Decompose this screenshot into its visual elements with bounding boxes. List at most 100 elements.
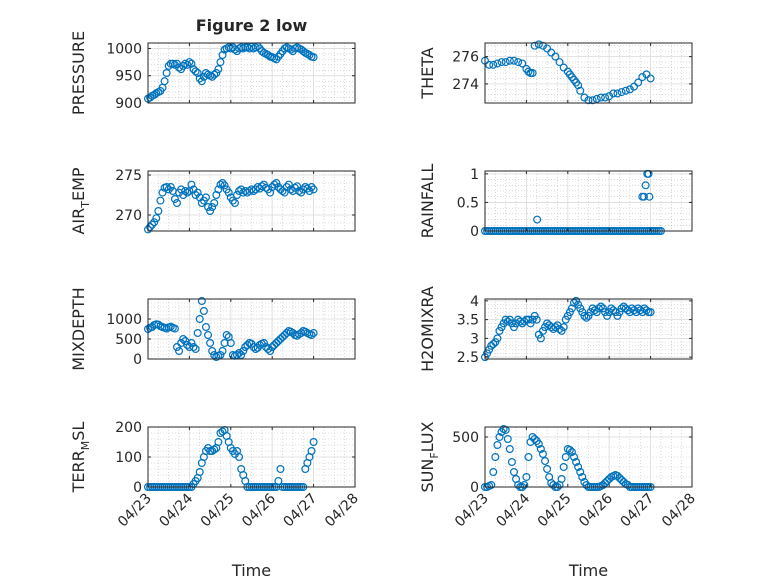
data-point	[551, 52, 560, 61]
data-point	[162, 68, 171, 77]
data-point	[559, 63, 568, 72]
data-point	[210, 70, 219, 79]
data-point	[503, 435, 512, 444]
data-point	[201, 193, 210, 202]
data-point	[625, 85, 634, 94]
data-point	[309, 329, 318, 338]
x-axis-label: Time	[231, 561, 271, 580]
data-point	[588, 96, 597, 105]
y-tick-label: 270	[115, 208, 142, 224]
data-point	[594, 304, 603, 313]
data-point	[197, 297, 206, 306]
data-point	[181, 187, 190, 196]
data-point	[214, 185, 223, 194]
data-point	[630, 82, 639, 91]
data-point	[278, 187, 287, 196]
data-point	[185, 58, 194, 67]
data-point	[576, 86, 585, 95]
data-point	[533, 215, 542, 224]
data-point	[547, 479, 556, 488]
data-point	[530, 41, 539, 50]
data-point	[645, 192, 654, 201]
data-point	[574, 81, 583, 90]
data-point	[514, 58, 523, 67]
data-point	[251, 185, 260, 194]
data-point	[235, 349, 244, 358]
data-point	[183, 188, 192, 197]
data-point	[218, 50, 227, 59]
data-point	[493, 441, 502, 450]
data-point	[146, 223, 155, 232]
data-point	[493, 59, 502, 68]
data-point	[268, 343, 277, 352]
data-point	[522, 473, 531, 482]
data-point	[162, 183, 171, 192]
data-point	[547, 48, 556, 57]
y-tick-label: 0	[133, 480, 142, 496]
data-point	[193, 188, 202, 197]
data-point	[574, 463, 583, 472]
data-point	[187, 180, 196, 189]
data-point	[270, 180, 279, 189]
data-point	[228, 196, 237, 205]
data-point	[621, 86, 630, 95]
data-point	[179, 335, 188, 344]
data-point	[150, 218, 159, 227]
data-point	[179, 61, 188, 70]
data-point	[536, 334, 545, 343]
data-point	[613, 472, 622, 481]
y-tick-label: 0	[133, 352, 142, 368]
data-point	[598, 481, 607, 490]
data-point	[148, 220, 157, 229]
y-tick-label: 276	[452, 50, 479, 66]
data-point	[208, 203, 217, 212]
data-point	[584, 96, 593, 105]
data-point	[264, 50, 273, 59]
axes-box	[484, 170, 693, 232]
data-point	[154, 320, 163, 329]
data-point	[489, 60, 498, 69]
data-point	[293, 182, 302, 191]
data-point	[216, 180, 225, 189]
data-point	[146, 93, 155, 102]
axes-box	[484, 426, 693, 488]
data-point	[503, 317, 512, 326]
data-point	[172, 343, 181, 352]
data-point	[170, 324, 179, 333]
data-point	[576, 468, 585, 477]
data-point	[259, 339, 268, 348]
data-point	[524, 453, 533, 462]
y-axis-label: H2OMIXRA	[418, 286, 437, 372]
y-axis-label: TERRMSL	[69, 422, 92, 494]
data-point	[509, 56, 518, 65]
y-tick-label: 2.5	[457, 350, 479, 366]
data-point	[257, 182, 266, 191]
y-axis-label: RAINFALL	[418, 164, 437, 239]
x-axis-label: Time	[568, 561, 608, 580]
data-point	[270, 341, 279, 350]
data-point	[197, 77, 206, 86]
data-point	[220, 181, 229, 190]
data-point	[497, 58, 506, 67]
data-point	[299, 47, 308, 56]
data-point	[193, 329, 202, 338]
data-point	[195, 468, 204, 477]
axes-box	[147, 170, 356, 232]
data-point	[642, 70, 651, 79]
data-point	[642, 306, 651, 315]
data-point	[601, 479, 610, 488]
data-point	[201, 323, 210, 332]
data-point	[241, 343, 250, 352]
data-point	[509, 468, 518, 477]
data-point	[309, 53, 318, 62]
data-point	[592, 94, 601, 103]
data-point	[164, 185, 173, 194]
data-point	[154, 207, 163, 216]
data-point	[201, 68, 210, 77]
data-point	[538, 41, 547, 50]
data-point	[501, 58, 510, 67]
data-point	[536, 445, 545, 454]
y-tick-label: 950	[115, 69, 142, 85]
data-point	[282, 183, 291, 192]
